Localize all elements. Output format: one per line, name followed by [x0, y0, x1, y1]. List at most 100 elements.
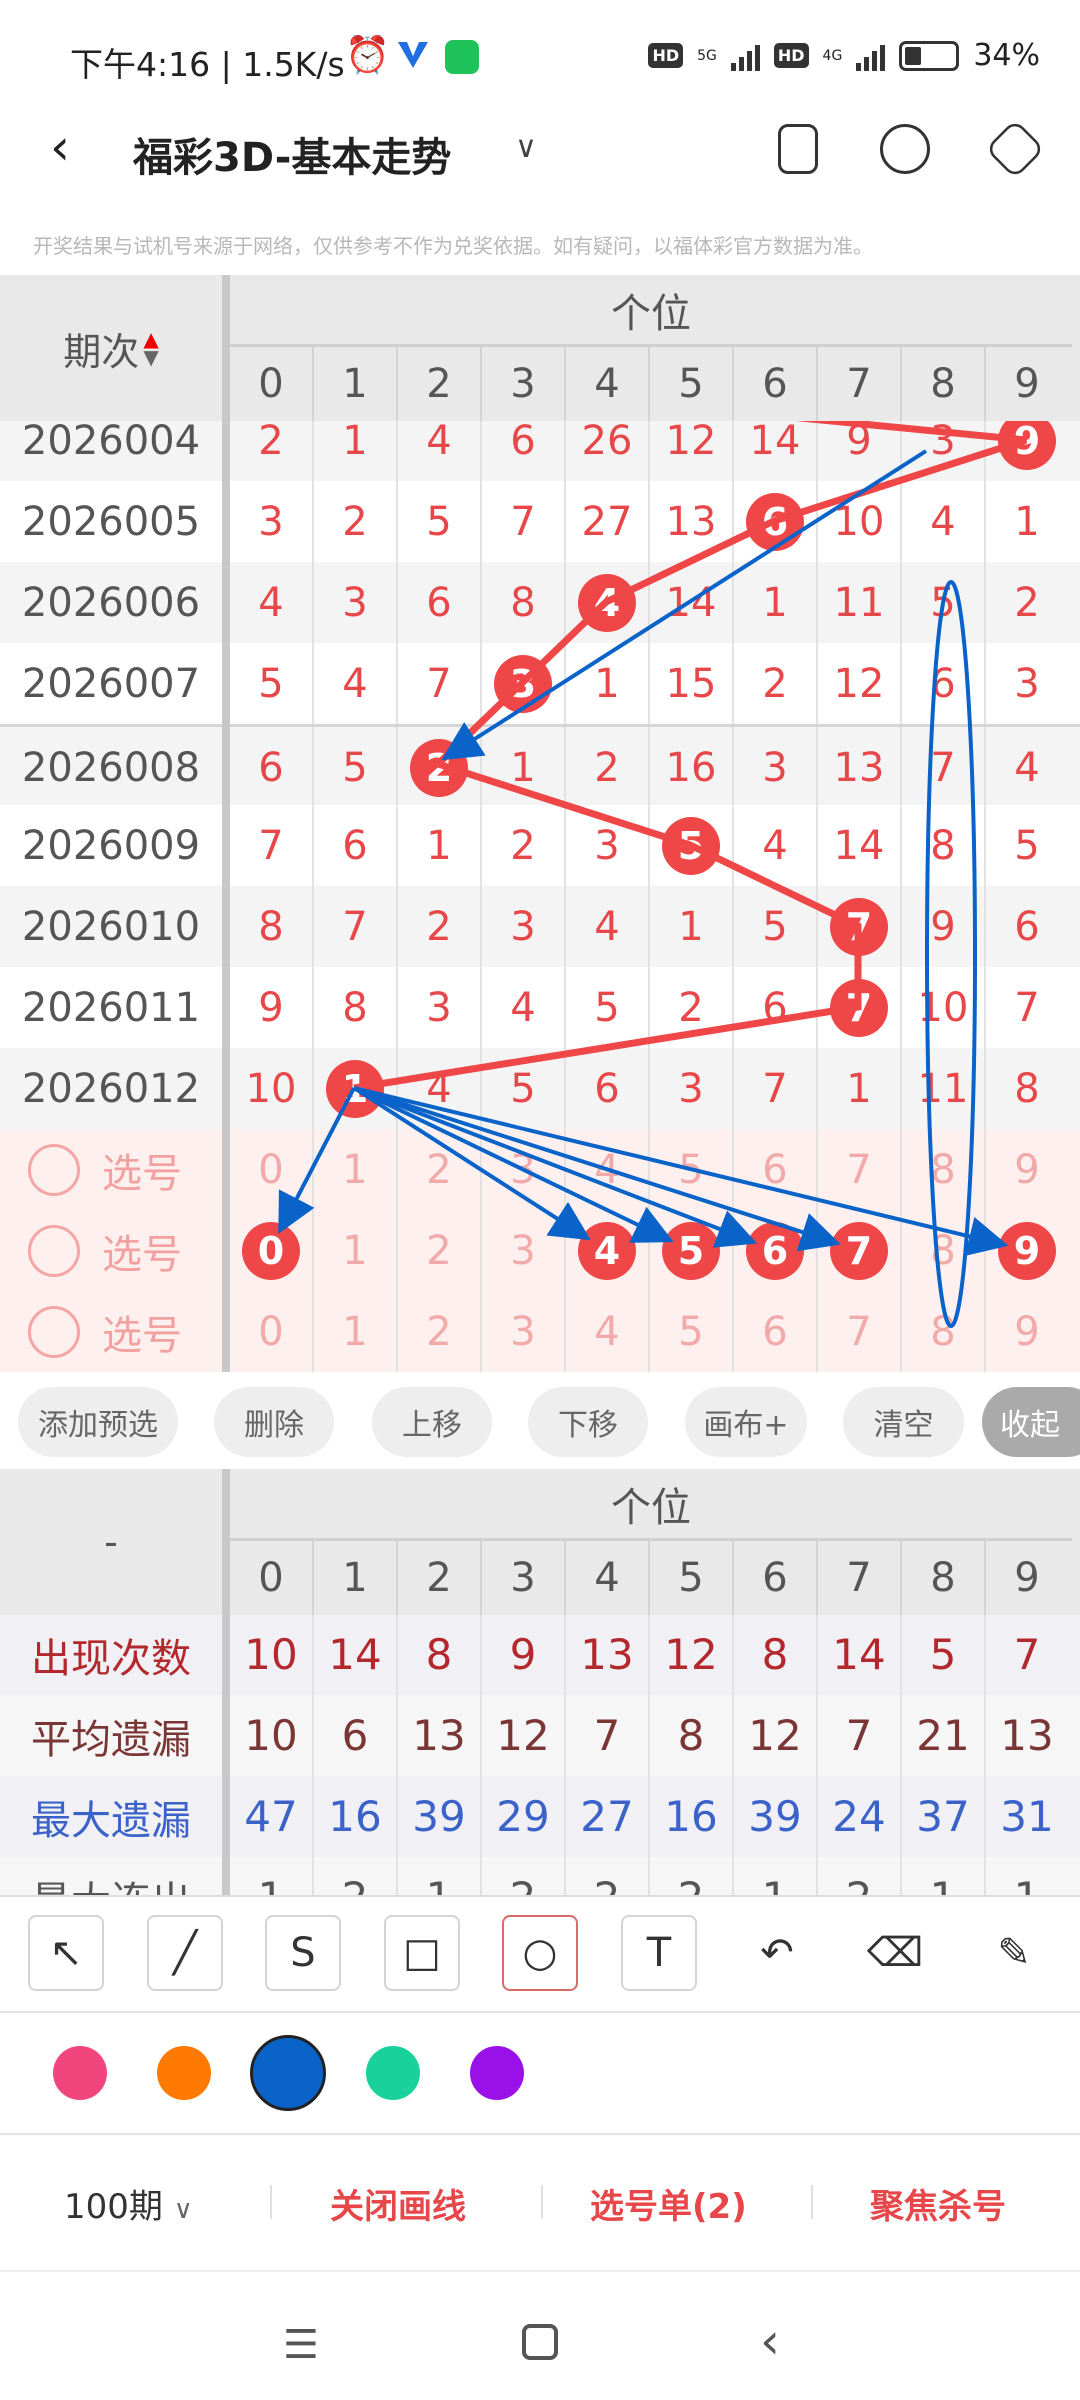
color-swatch[interactable]: [470, 2046, 524, 2100]
radio-circle-icon[interactable]: [28, 1305, 80, 1358]
picked-ball[interactable]: 9: [998, 1221, 1056, 1280]
move-down-button[interactable]: 下移: [528, 1387, 648, 1457]
picked-ball[interactable]: 6: [746, 1221, 804, 1280]
picked-ball[interactable]: 5: [662, 1221, 720, 1280]
pick-cell[interactable]: 8: [900, 1210, 984, 1291]
pick-cell[interactable]: 1: [312, 1291, 396, 1372]
menu-icon[interactable]: ☰: [283, 2322, 319, 2368]
radio-circle-icon[interactable]: [28, 1224, 80, 1277]
omission-cell: 3: [984, 643, 1068, 724]
drawing-toolbar: ↖ ╱ S □ ○ T ↶ ⌫ ✎: [0, 1895, 1080, 2013]
chevron-down-icon[interactable]: ∨: [515, 130, 537, 165]
arrow-icon[interactable]: ↖: [28, 1915, 104, 1991]
pick-cell[interactable]: 6: [732, 1129, 816, 1210]
clear-brush-icon[interactable]: ✎: [997, 1930, 1031, 1976]
status-time: 下午4:16 | 1.5K/s: [70, 45, 345, 84]
stats-cell: 2: [648, 1857, 732, 1895]
undo-icon[interactable]: ↶: [760, 1930, 794, 1976]
pick-cell[interactable]: 6: [732, 1210, 816, 1291]
pick-cell[interactable]: 4: [564, 1210, 648, 1291]
pick-cell[interactable]: 8: [900, 1129, 984, 1210]
pick-cell[interactable]: 5: [648, 1129, 732, 1210]
layout-switch-icon[interactable]: [778, 124, 818, 174]
color-swatch[interactable]: [366, 2046, 420, 2100]
delete-button[interactable]: 删除: [214, 1387, 334, 1457]
pick-cell[interactable]: 3: [480, 1291, 564, 1372]
pick-cell[interactable]: 4: [564, 1291, 648, 1372]
pick-cell[interactable]: 3: [480, 1210, 564, 1291]
pick-cell[interactable]: 9: [984, 1210, 1068, 1291]
stats-column-divider: [222, 1469, 230, 1895]
pick-cell[interactable]: 1: [312, 1129, 396, 1210]
periods-dropdown[interactable]: 100期 ∨: [64, 2179, 193, 2228]
pick-cell[interactable]: 8: [900, 1291, 984, 1372]
color-swatch[interactable]: [53, 2046, 107, 2100]
digit-header-3: 3: [480, 347, 564, 421]
pick-cell[interactable]: 5: [648, 1210, 732, 1291]
pick-cell[interactable]: 5: [648, 1291, 732, 1372]
pick-cell[interactable]: 2: [396, 1291, 480, 1372]
period-label: 2026005: [21, 498, 201, 545]
text-icon[interactable]: T: [621, 1915, 697, 1991]
curve-icon[interactable]: S: [265, 1915, 341, 1991]
canvas-plus-button[interactable]: 画布+: [685, 1387, 807, 1457]
add-preselect-button[interactable]: 添加预选: [18, 1387, 178, 1457]
pick-cell[interactable]: 6: [732, 1291, 816, 1372]
line-icon[interactable]: ╱: [147, 1915, 223, 1991]
clear-button[interactable]: 清空: [843, 1387, 964, 1457]
omission-cell: 15: [648, 643, 732, 724]
pick-cell[interactable]: 4: [564, 1129, 648, 1210]
period-sort-header[interactable]: 期次 ▲ ▼: [0, 275, 222, 421]
pick-list-button[interactable]: 选号单(2): [590, 2187, 747, 2227]
pick-cell[interactable]: 3: [480, 1129, 564, 1210]
pick-cell[interactable]: 2: [396, 1210, 480, 1291]
picked-ball[interactable]: 7: [830, 1221, 888, 1280]
back-nav-icon[interactable]: ‹: [760, 2312, 780, 2370]
pick-cell[interactable]: 1: [312, 1210, 396, 1291]
omission-cell: 6: [732, 967, 816, 1048]
digit-header-6: 6: [732, 347, 816, 421]
share-icon[interactable]: [880, 124, 930, 174]
digit-header-2: 2: [396, 347, 480, 421]
hit-ball: 6: [746, 492, 804, 551]
color-swatch[interactable]: [157, 2046, 211, 2100]
stats-cell: 1: [900, 1857, 984, 1895]
pick-cell[interactable]: 0: [228, 1210, 312, 1291]
pick-cell[interactable]: 0: [228, 1291, 312, 1372]
pick-cell[interactable]: 9: [984, 1291, 1068, 1372]
pick-cell[interactable]: 9: [984, 1129, 1068, 1210]
digit-header-0: 0: [228, 347, 312, 421]
omission-cell: 7: [984, 967, 1068, 1048]
omission-cell: 5: [480, 1048, 564, 1129]
pick-row-label[interactable]: 选号: [0, 1129, 222, 1210]
move-up-button[interactable]: 上移: [372, 1387, 492, 1457]
close-lines-button[interactable]: 关闭画线: [330, 2187, 466, 2227]
color-palette: [0, 2013, 1080, 2135]
omission-cell: 11: [816, 562, 900, 643]
back-button[interactable]: ‹: [50, 118, 70, 176]
home-icon[interactable]: [522, 2324, 558, 2360]
pick-cell[interactable]: 0: [228, 1129, 312, 1210]
pick-cell[interactable]: 7: [816, 1210, 900, 1291]
picked-ball[interactable]: 4: [578, 1221, 636, 1280]
radio-circle-icon[interactable]: [28, 1143, 80, 1196]
pick-cell[interactable]: 7: [816, 1291, 900, 1372]
settings-icon[interactable]: [984, 118, 1046, 180]
pick-row-label[interactable]: 选号: [0, 1291, 222, 1372]
sort-icon: ▲ ▼: [143, 327, 159, 369]
collapse-button[interactable]: 收起: [982, 1387, 1080, 1457]
eraser-icon[interactable]: ⌫: [866, 1930, 924, 1976]
stats-table-body: 出现次数 10 14 8 9 13 12 8 14 5 7 平均遗漏 10 6 13 12 7 8 12 7 21 13 最…: [0, 1614, 1080, 1895]
omission-cell: 1: [480, 727, 564, 808]
omission-cell: 11: [900, 1048, 984, 1129]
omission-cell: 13: [648, 481, 732, 562]
pick-row-label[interactable]: 选号: [0, 1210, 222, 1291]
focus-kill-button[interactable]: 聚焦杀号: [870, 2187, 1006, 2227]
color-swatch[interactable]: [250, 2035, 326, 2111]
rectangle-icon[interactable]: □: [384, 1915, 460, 1991]
pick-cell[interactable]: 2: [396, 1129, 480, 1210]
pick-cell[interactable]: 7: [816, 1129, 900, 1210]
stats-cell: 12: [480, 1695, 564, 1776]
ellipse-icon[interactable]: ○: [502, 1915, 578, 1991]
picked-ball[interactable]: 0: [242, 1221, 300, 1280]
